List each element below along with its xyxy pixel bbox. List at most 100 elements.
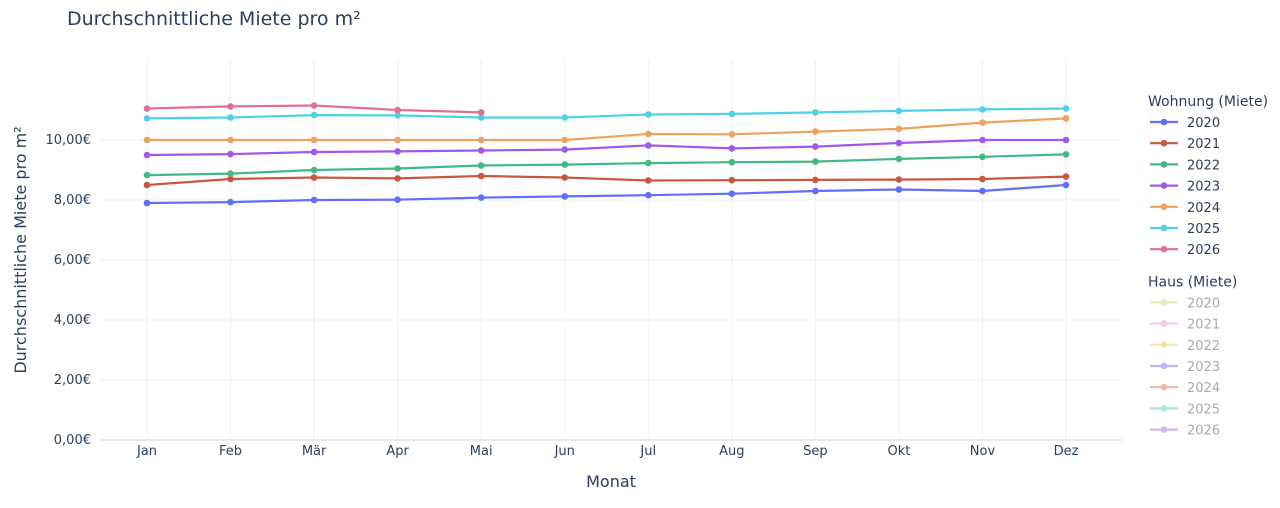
data-point[interactable] — [728, 158, 736, 166]
data-point[interactable] — [644, 130, 652, 138]
data-point[interactable] — [477, 194, 485, 201]
data-point[interactable] — [812, 128, 819, 135]
data-point[interactable] — [561, 114, 569, 121]
data-point[interactable] — [143, 171, 151, 179]
data-point[interactable] — [1062, 173, 1070, 180]
data-point[interactable] — [227, 170, 234, 177]
data-point[interactable] — [979, 175, 986, 183]
data-point[interactable] — [561, 174, 569, 181]
data-point[interactable] — [143, 151, 151, 159]
data-point[interactable] — [561, 136, 569, 144]
data-point[interactable] — [394, 165, 401, 172]
legend-item-2020[interactable]: 2020 — [1150, 116, 1220, 131]
data-point[interactable] — [979, 136, 986, 144]
data-point[interactable] — [561, 193, 569, 200]
data-point[interactable] — [979, 106, 986, 113]
data-point[interactable] — [979, 119, 986, 126]
data-point[interactable] — [728, 131, 736, 138]
data-point[interactable] — [310, 166, 318, 174]
data-point[interactable] — [394, 136, 401, 144]
data-point[interactable] — [143, 199, 151, 207]
data-point[interactable] — [477, 136, 485, 144]
data-point[interactable] — [394, 148, 401, 155]
data-point[interactable] — [477, 114, 485, 121]
x-tick-label: Mai — [470, 444, 493, 459]
data-point[interactable] — [1062, 136, 1070, 144]
legend-item-2021[interactable]: 2021 — [1150, 318, 1220, 333]
legend-item-2024[interactable]: 2024 — [1150, 201, 1220, 216]
data-point[interactable] — [477, 147, 485, 154]
data-point[interactable] — [728, 176, 736, 184]
legend-item-2022[interactable]: 2022 — [1150, 339, 1220, 354]
legend-item-2022[interactable]: 2022 — [1150, 158, 1220, 173]
y-tick-label: 10,00€ — [46, 133, 92, 148]
data-point[interactable] — [895, 186, 903, 193]
data-point[interactable] — [310, 174, 318, 181]
data-point[interactable] — [644, 159, 652, 167]
data-point[interactable] — [143, 115, 151, 122]
data-point[interactable] — [895, 139, 903, 147]
data-point[interactable] — [1062, 115, 1070, 122]
data-point[interactable] — [394, 106, 401, 114]
data-point[interactable] — [227, 150, 234, 158]
data-point[interactable] — [227, 114, 234, 121]
data-point[interactable] — [477, 162, 485, 169]
legend-swatch-marker — [1160, 341, 1168, 349]
legend-item-2026[interactable]: 2026 — [1150, 424, 1220, 439]
legend-label: 2020 — [1187, 116, 1220, 131]
data-point[interactable] — [394, 112, 401, 119]
data-point[interactable] — [227, 198, 234, 206]
legend-item-2021[interactable]: 2021 — [1150, 137, 1220, 152]
legend-label: 2023 — [1187, 180, 1220, 195]
data-point[interactable] — [561, 161, 569, 168]
data-point[interactable] — [394, 196, 401, 203]
data-point[interactable] — [895, 107, 903, 115]
data-point[interactable] — [979, 187, 986, 195]
data-point[interactable] — [895, 155, 903, 163]
data-point[interactable] — [310, 111, 318, 119]
data-point[interactable] — [310, 136, 318, 144]
data-point[interactable] — [227, 103, 234, 110]
data-point[interactable] — [812, 158, 819, 165]
data-point[interactable] — [310, 102, 318, 109]
x-tick-label: Mär — [302, 444, 327, 459]
data-point[interactable] — [812, 187, 819, 195]
data-point[interactable] — [979, 153, 986, 161]
data-point[interactable] — [895, 125, 903, 133]
legend-swatch-marker — [1160, 161, 1168, 168]
data-point[interactable] — [728, 110, 736, 118]
data-point[interactable] — [143, 181, 151, 189]
legend-swatch-marker — [1160, 182, 1168, 189]
legend-item-2020[interactable]: 2020 — [1150, 296, 1220, 311]
data-point[interactable] — [477, 172, 485, 180]
legend-item-2026[interactable]: 2026 — [1150, 243, 1220, 258]
y-tick-label: 4,00€ — [54, 313, 91, 328]
legend-item-2025[interactable]: 2025 — [1150, 222, 1220, 237]
data-point[interactable] — [561, 146, 569, 153]
data-point[interactable] — [143, 105, 151, 112]
legend-item-2023[interactable]: 2023 — [1150, 360, 1220, 375]
legend-item-2023[interactable]: 2023 — [1150, 180, 1220, 195]
data-point[interactable] — [394, 175, 401, 182]
data-point[interactable] — [812, 143, 819, 150]
data-point[interactable] — [1062, 181, 1070, 189]
data-point[interactable] — [812, 109, 819, 116]
data-point[interactable] — [644, 111, 652, 118]
data-point[interactable] — [644, 191, 652, 199]
legend-item-2024[interactable]: 2024 — [1150, 381, 1220, 396]
data-point[interactable] — [1062, 151, 1070, 158]
data-point[interactable] — [728, 190, 736, 197]
data-point[interactable] — [812, 176, 819, 184]
data-point[interactable] — [895, 176, 903, 183]
data-point[interactable] — [477, 109, 485, 116]
data-point[interactable] — [143, 136, 151, 144]
data-point[interactable] — [728, 145, 736, 152]
data-point[interactable] — [310, 196, 318, 204]
data-point[interactable] — [644, 177, 652, 184]
data-point[interactable] — [227, 175, 234, 183]
legend-item-2025[interactable]: 2025 — [1150, 402, 1220, 417]
data-point[interactable] — [227, 136, 234, 144]
data-point[interactable] — [644, 142, 652, 149]
data-point[interactable] — [1062, 105, 1070, 112]
data-point[interactable] — [310, 148, 318, 156]
